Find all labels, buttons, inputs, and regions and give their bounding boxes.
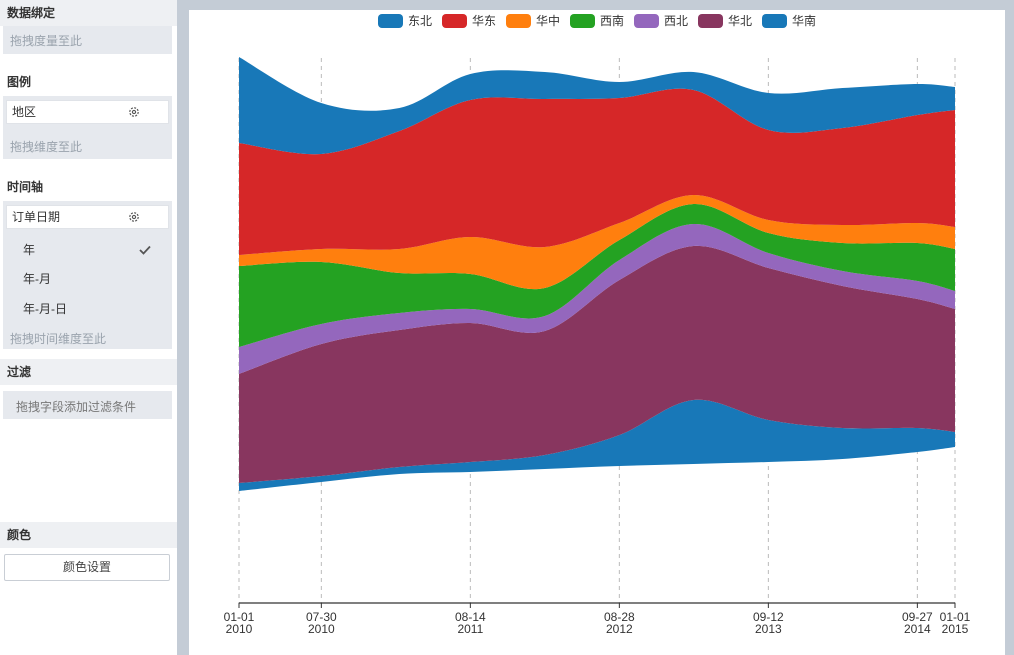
legend-item[interactable]: 华中: [506, 13, 560, 28]
legend-swatch: [378, 14, 403, 28]
stream-area-东北[interactable]: [239, 57, 955, 155]
x-tick-year-label: 2014: [904, 622, 931, 636]
x-tick-label: 09-12: [753, 610, 784, 624]
legend-swatch: [442, 14, 467, 28]
legend-label: 华东: [472, 14, 496, 28]
timeline-field-label: 订单日期: [12, 210, 61, 224]
measure-drop-hint: 拖拽度量至此: [10, 34, 83, 48]
color-settings-button[interactable]: 颜色设置: [4, 554, 170, 581]
x-tick-label: 08-14: [455, 610, 486, 624]
x-tick-label: 01-01: [224, 610, 255, 624]
stream-area-华南[interactable]: [239, 399, 955, 491]
filter-drop-hint: 拖拽字段添加过滤条件: [16, 400, 137, 414]
stream-area-华北[interactable]: [239, 245, 955, 483]
x-tick-year-label: 2012: [606, 622, 633, 636]
gear-icon[interactable]: [128, 211, 140, 223]
legend-field-label: 地区: [12, 105, 37, 119]
legend-swatch: [634, 14, 659, 28]
legend-swatch: [698, 14, 723, 28]
x-tick-label: 07-30: [306, 610, 337, 624]
x-tick-year-label: 2010: [308, 622, 335, 636]
legend-swatch: [506, 14, 531, 28]
granularity-option-year[interactable]: 年: [23, 243, 36, 257]
x-tick-label: 08-28: [604, 610, 635, 624]
legend-label: 华北: [728, 14, 752, 28]
config-sidebar: 数据绑定 拖拽度量至此 图例 地区 拖拽维度至此 时间轴 订单日期 年 年-月 …: [0, 0, 177, 655]
granularity-option-year-month[interactable]: 年-月: [23, 272, 51, 286]
stream-area-西北[interactable]: [239, 223, 955, 374]
dimension-drop-hint: 拖拽维度至此: [10, 140, 83, 154]
legend-swatch: [570, 14, 595, 28]
stream-area-西南[interactable]: [239, 203, 955, 347]
chart-card: 01-01 2010 07-30 2010 08-14 2011 08-28 2012 09-1…: [189, 10, 1005, 655]
x-tick-year-label: 2015: [942, 622, 969, 636]
x-tick-year-label: 2010: [226, 622, 253, 636]
legend-drop-zone[interactable]: 地区 拖拽维度至此: [3, 96, 172, 159]
filter-drop-zone[interactable]: 拖拽字段添加过滤条件: [3, 391, 172, 419]
legend-field-chip[interactable]: 地区: [6, 100, 169, 124]
x-tick-year-label: 2011: [457, 622, 483, 636]
legend-item[interactable]: 西北: [634, 14, 688, 28]
legend-label: 东北: [408, 14, 432, 28]
legend-item[interactable]: 华南: [762, 13, 816, 28]
gear-icon[interactable]: [128, 106, 140, 118]
legend-title: 图例: [0, 69, 177, 95]
legend-item[interactable]: 华北: [698, 14, 752, 28]
legend-label: 华南: [792, 13, 816, 28]
x-tick-label: 01-01: [940, 610, 971, 624]
granularity-option-year-month-day[interactable]: 年-月-日: [23, 302, 67, 316]
timeline-drop-zone[interactable]: 订单日期 年 年-月 年-月-日 拖拽时间维度至此: [3, 201, 172, 349]
time-dimension-drop-hint: 拖拽时间维度至此: [10, 332, 107, 346]
stream-area-华东[interactable]: [239, 88, 955, 255]
legend-label: 西北: [664, 14, 688, 28]
checkmark-icon: [139, 245, 151, 255]
legend-label: 华中: [536, 13, 560, 28]
legend-item[interactable]: 华东: [442, 14, 496, 28]
legend-item[interactable]: 西南: [570, 13, 624, 28]
measure-drop-zone[interactable]: 拖拽度量至此: [3, 26, 172, 54]
timeline-field-chip[interactable]: 订单日期: [6, 205, 169, 229]
legend-swatch: [762, 14, 787, 28]
legend-label: 西南: [600, 13, 624, 28]
filter-title: 过滤: [0, 359, 177, 385]
streamgraph-chart: 01-01201007-30201008-14201108-28201209-1…: [224, 13, 971, 636]
x-tick-label: 09-27: [902, 610, 933, 624]
data-binding-title: 数据绑定: [0, 0, 177, 26]
color-title: 颜色: [0, 522, 177, 548]
legend-item[interactable]: 东北: [378, 14, 432, 28]
stream-area-华中[interactable]: [239, 194, 955, 290]
timeline-title: 时间轴: [0, 174, 177, 200]
x-tick-year-label: 2013: [755, 622, 782, 636]
